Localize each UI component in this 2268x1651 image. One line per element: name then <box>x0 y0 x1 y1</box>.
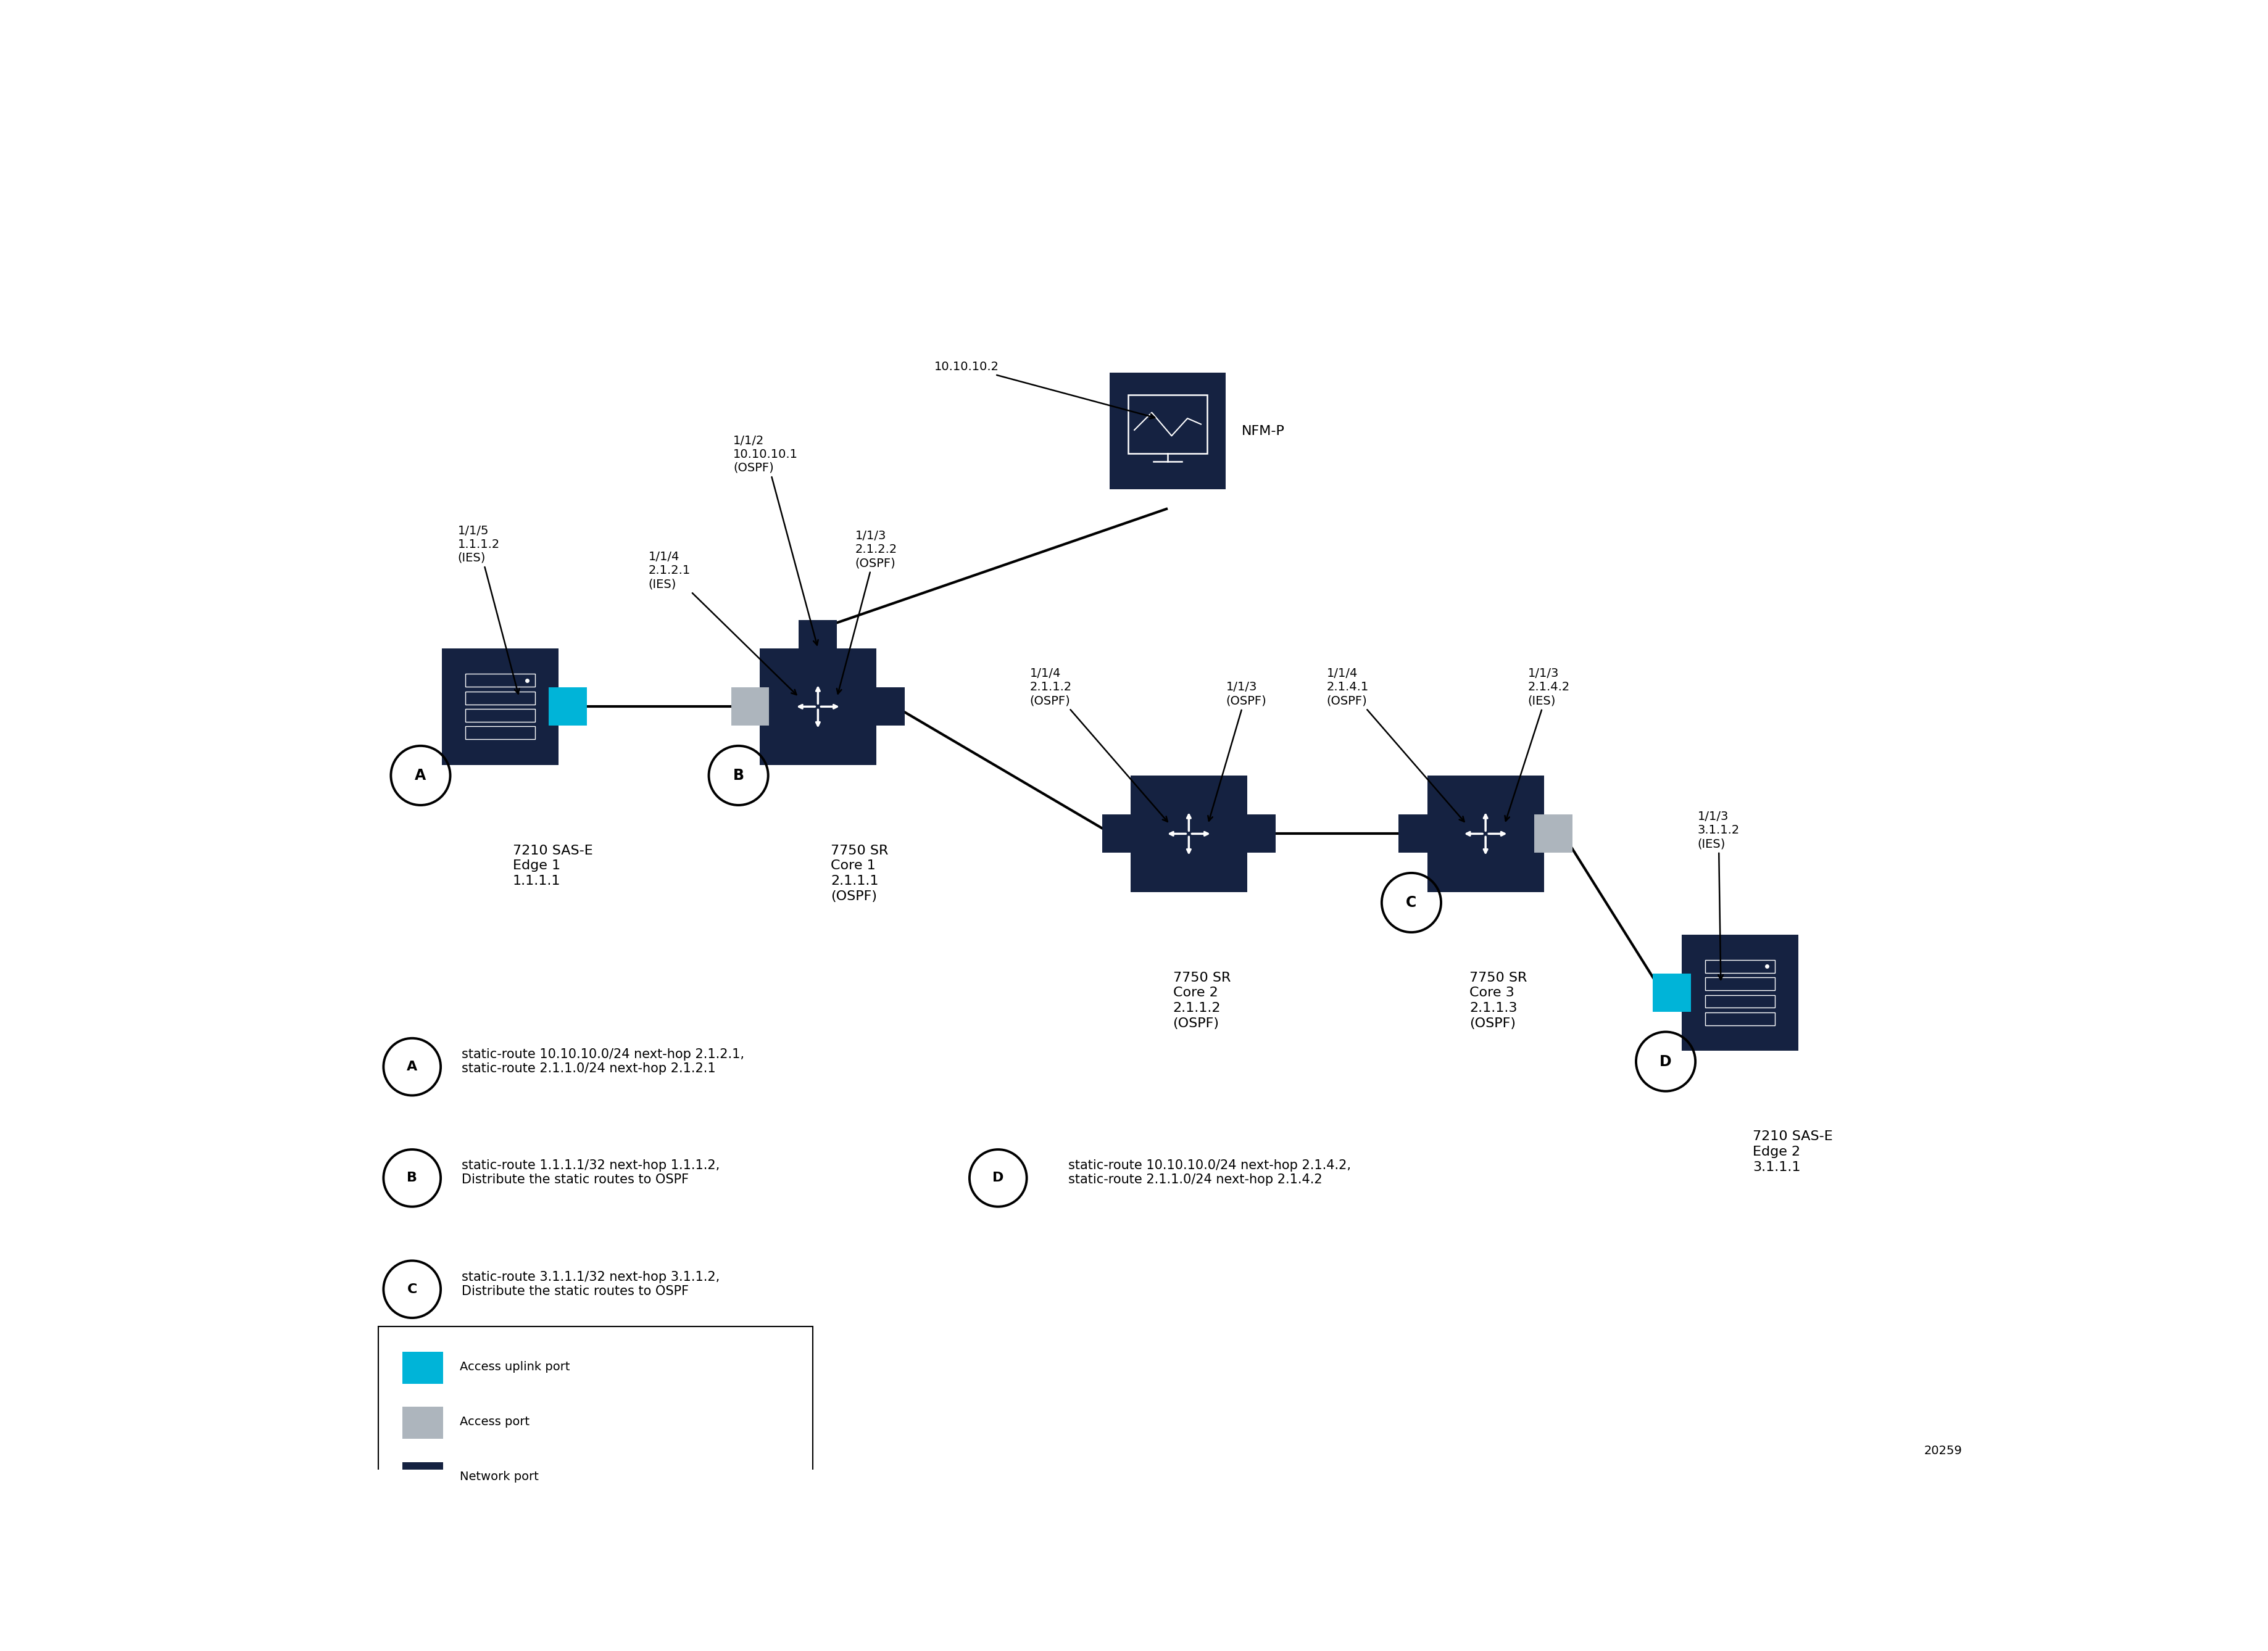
Text: static-route 10.10.10.0/24 next-hop 2.1.2.1,
static-route 2.1.1.0/24 next-hop 2.: static-route 10.10.10.0/24 next-hop 2.1.… <box>463 1048 744 1075</box>
Text: 20259: 20259 <box>1923 1445 1962 1456</box>
Text: 1/1/4
2.1.4.1
(OSPF): 1/1/4 2.1.4.1 (OSPF) <box>1327 667 1465 822</box>
Text: Access port: Access port <box>460 1417 531 1428</box>
Text: 1/1/4
2.1.2.1
(IES): 1/1/4 2.1.2.1 (IES) <box>649 551 796 695</box>
Text: 1/1/3
(OSPF): 1/1/3 (OSPF) <box>1209 682 1266 821</box>
FancyBboxPatch shape <box>442 649 558 764</box>
Text: B: B <box>733 768 744 783</box>
Text: 1/1/2
10.10.10.1
(OSPF): 1/1/2 10.10.10.1 (OSPF) <box>733 434 819 646</box>
Text: static-route 1.1.1.1/32 next-hop 1.1.1.2,
Distribute the static routes to OSPF: static-route 1.1.1.1/32 next-hop 1.1.1.2… <box>463 1159 719 1185</box>
Text: 7750 SR
Core 3
2.1.1.3
(OSPF): 7750 SR Core 3 2.1.1.3 (OSPF) <box>1470 971 1526 1030</box>
Bar <box>401 1352 442 1384</box>
Text: 10.10.10.2: 10.10.10.2 <box>934 362 1154 419</box>
Text: D: D <box>1660 1053 1672 1068</box>
Text: NFM-P: NFM-P <box>1243 424 1286 438</box>
Text: 7750 SR
Core 2
2.1.1.2
(OSPF): 7750 SR Core 2 2.1.1.2 (OSPF) <box>1173 971 1232 1030</box>
Bar <box>401 1463 442 1494</box>
Text: C: C <box>1406 895 1418 910</box>
Bar <box>1399 814 1438 854</box>
FancyBboxPatch shape <box>1109 373 1227 489</box>
Text: B: B <box>406 1172 417 1184</box>
Text: 7750 SR
Core 1
2.1.1.1
(OSPF): 7750 SR Core 1 2.1.1.1 (OSPF) <box>830 844 889 903</box>
Bar <box>1653 974 1692 1012</box>
Text: 7210 SAS-E
Edge 1
1.1.1.1: 7210 SAS-E Edge 1 1.1.1.1 <box>513 844 592 887</box>
FancyBboxPatch shape <box>1129 776 1247 892</box>
Text: static-route 10.10.10.0/24 next-hop 2.1.4.2,
static-route 2.1.1.0/24 next-hop 2.: static-route 10.10.10.0/24 next-hop 2.1.… <box>1068 1159 1352 1185</box>
Text: C: C <box>406 1283 417 1296</box>
Text: 1/1/3
3.1.1.2
(IES): 1/1/3 3.1.1.2 (IES) <box>1696 811 1740 979</box>
Text: 1/1/3
2.1.4.2
(IES): 1/1/3 2.1.4.2 (IES) <box>1506 667 1569 821</box>
FancyBboxPatch shape <box>379 1326 812 1522</box>
Bar <box>866 687 905 726</box>
Text: Access uplink port: Access uplink port <box>460 1360 569 1372</box>
Text: 7210 SAS-E
Edge 2
3.1.1.1: 7210 SAS-E Edge 2 3.1.1.1 <box>1753 1131 1833 1174</box>
Bar <box>549 687 587 726</box>
Text: 1/1/5
1.1.1.2
(IES): 1/1/5 1.1.1.2 (IES) <box>458 525 519 693</box>
FancyBboxPatch shape <box>1681 934 1799 1052</box>
Text: 1/1/4
2.1.1.2
(OSPF): 1/1/4 2.1.1.2 (OSPF) <box>1030 667 1168 822</box>
Bar <box>798 619 837 657</box>
Text: A: A <box>406 1060 417 1073</box>
Bar <box>1238 814 1275 854</box>
FancyBboxPatch shape <box>760 649 875 764</box>
Bar <box>401 1407 442 1438</box>
Bar <box>730 687 769 726</box>
Text: static-route 3.1.1.1/32 next-hop 3.1.1.2,
Distribute the static routes to OSPF: static-route 3.1.1.1/32 next-hop 3.1.1.2… <box>463 1271 719 1298</box>
Text: A: A <box>415 768 426 783</box>
Text: 1/1/3
2.1.2.2
(OSPF): 1/1/3 2.1.2.2 (OSPF) <box>837 530 898 693</box>
Text: Network port: Network port <box>460 1471 540 1483</box>
FancyBboxPatch shape <box>1427 776 1545 892</box>
Bar <box>1535 814 1572 854</box>
Text: D: D <box>993 1172 1005 1184</box>
Bar <box>1102 814 1141 854</box>
